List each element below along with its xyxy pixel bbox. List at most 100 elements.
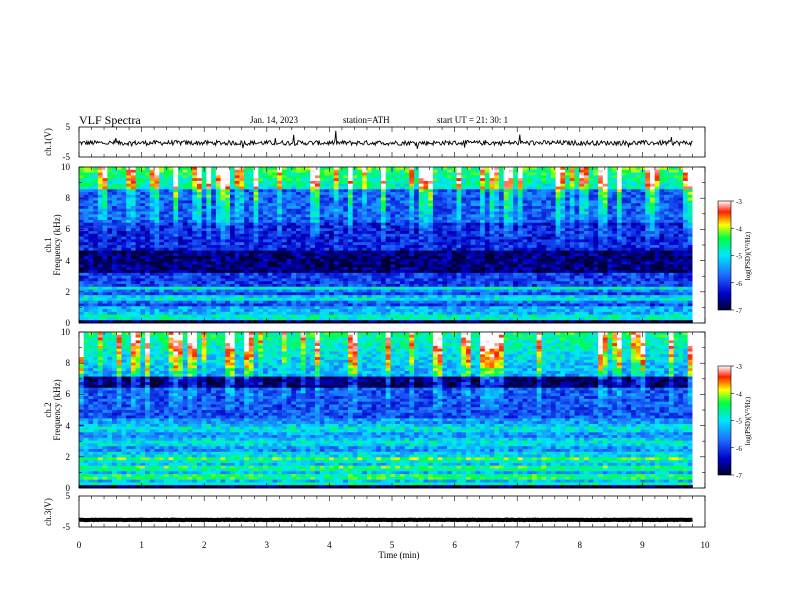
spectrogram-cell [480,256,485,259]
spectrogram-cell [353,292,358,295]
spectrogram-cell [159,214,164,217]
spectrogram-cell [244,267,249,270]
spectrogram-cell [390,281,395,284]
spectrogram-cell [409,237,414,240]
spectrogram-cell [353,276,358,279]
spectrogram-cell [433,270,438,273]
spectrogram-cell [211,181,216,184]
spectrogram-cell [372,253,377,256]
spectrogram-cell [301,298,306,301]
spectrogram-cell [306,228,311,231]
spectrogram-cell [225,253,230,256]
spectrogram-cell [155,306,160,309]
spectrogram-cell [438,276,443,279]
spectrogram-cell [438,245,443,248]
spectrogram-cell [178,228,183,231]
spectrogram-cell [249,317,254,320]
spectrogram-cell [188,234,193,237]
spectrogram-cell [395,312,400,315]
spectrogram-cell [221,217,226,220]
spectrogram-cell [339,173,344,176]
spectrogram-cell [239,301,244,304]
spectrogram-cell [324,253,329,256]
spectrogram-cell [258,203,263,206]
spectrogram-cell [164,262,169,265]
spectrogram-cell [239,237,244,240]
spectrogram-cell [395,276,400,279]
spectrogram-cell [400,312,405,315]
spectrogram-cell [254,175,259,178]
spectrogram-cell [258,251,263,254]
spectrogram-cell [221,195,226,198]
spectrogram-cell [329,184,334,187]
spectrogram-cell [268,292,273,295]
spectrogram-cell [121,175,126,178]
spectrogram-cell [386,287,391,290]
spectrogram-cell [88,256,93,259]
spectrogram-cell [442,304,447,307]
spectrogram-cell [159,234,164,237]
spectrogram-cell [376,265,381,268]
spectrogram-cell [287,167,292,170]
spectrogram-cell [400,248,405,251]
spectrogram-cell [442,248,447,251]
spectrogram-cell [103,189,108,192]
spectrogram-cell [343,278,348,281]
spectrogram-cell [282,270,287,273]
spectrogram-cell [457,248,462,251]
spectrogram-cell [353,259,358,262]
spectrogram-cell [324,187,329,190]
spectrogram-cell [348,234,353,237]
spectrogram-cell [320,209,325,212]
spectrogram-cell [107,189,112,192]
spectrogram-cell [457,304,462,307]
spectrogram-cell [272,287,277,290]
spectrogram-cell [433,273,438,276]
spectrogram-cell [206,231,211,234]
spectrogram-cell [145,284,150,287]
spectrogram-cell [409,253,414,256]
spectrogram-cell [272,223,277,226]
spectrogram-cell [277,198,282,201]
spectrogram-cell [433,220,438,223]
spectrogram-cell [107,290,112,293]
spectrogram-cell [357,195,362,198]
spectrogram-cell [136,301,141,304]
spectrogram-cell [287,309,292,312]
spectrogram-cell [272,220,277,223]
spectrogram-cell [126,175,131,178]
spectrogram-cell [339,262,344,265]
spectrogram-cell [221,315,226,318]
spectrogram-cell [405,273,410,276]
spectrogram-cell [239,173,244,176]
spectrogram-cell [447,178,452,181]
spectrogram-cell [268,287,273,290]
spectrogram-cell [315,281,320,284]
spectrogram-cell [211,170,216,173]
spectrogram-cell [206,276,211,279]
spectrogram-cell [329,192,334,195]
spectrogram-cell [376,184,381,187]
spectrogram-cell [126,209,131,212]
spectrogram-cell [145,259,150,262]
spectrogram-cell [103,198,108,201]
spectrogram-cell [414,195,419,198]
spectrogram-cell [150,256,155,259]
spectrogram-cell [480,290,485,293]
spectrogram-cell [192,306,197,309]
spectrogram-cell [211,253,216,256]
spectrogram-cell [98,203,103,206]
spectrogram-cell [206,206,211,209]
spectrogram-cell [103,284,108,287]
spectrogram-cell [282,315,287,318]
spectrogram-cell [433,309,438,312]
spectrogram-cell [282,290,287,293]
spectrogram-cell [310,301,315,304]
spectrogram-cell [334,178,339,181]
spectrogram-cell [258,192,263,195]
spectrogram-cell [409,226,414,229]
spectrogram-cell [423,256,428,259]
spectrogram-cell [296,187,301,190]
spectrogram-cell [202,237,207,240]
spectrogram-cell [197,189,202,192]
